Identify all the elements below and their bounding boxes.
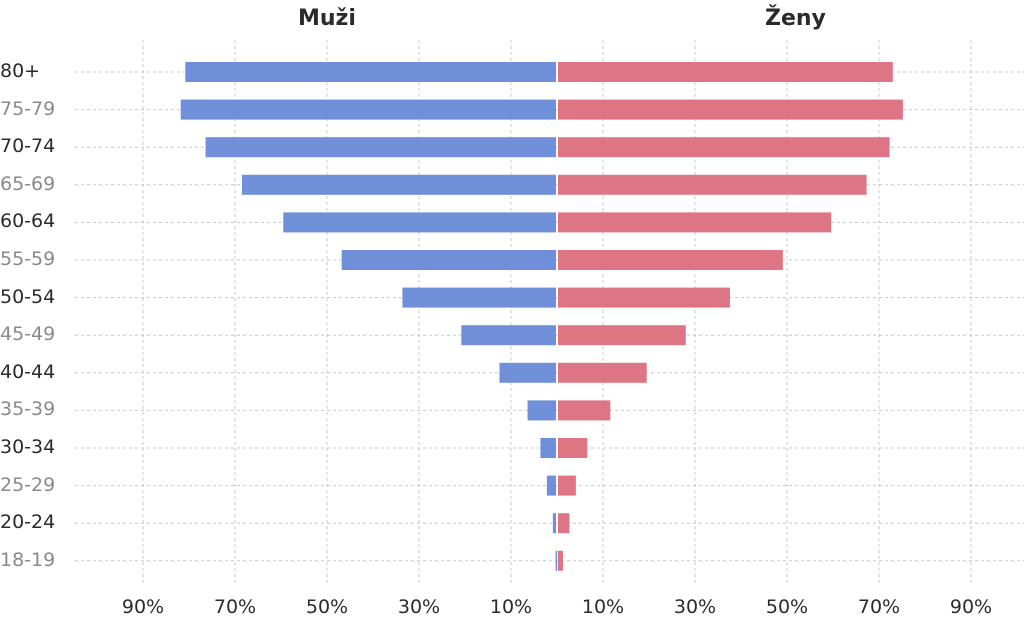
bar-women-35-39 xyxy=(558,400,611,421)
bar-women-60-64 xyxy=(558,212,832,233)
bar-men-60-64 xyxy=(283,212,556,233)
bar-men-30-34 xyxy=(540,438,556,458)
bar-women-20-24 xyxy=(558,513,570,534)
bar-men-75-79 xyxy=(180,99,556,120)
bar-women-18-19 xyxy=(558,550,563,571)
y-tick-label: 20-24 xyxy=(0,511,56,534)
y-tick-label: 55-59 xyxy=(0,248,56,270)
grid-lines xyxy=(75,40,1024,585)
y-tick-label: 80+ xyxy=(0,60,41,82)
x-tick-label: 10% xyxy=(489,596,533,618)
x-tick-label: 90% xyxy=(949,596,993,618)
x-tick-label: 10% xyxy=(581,596,625,618)
bar-women-55-59 xyxy=(558,250,783,270)
y-tick-label: 60-64 xyxy=(0,210,56,233)
y-tick-label: 70-74 xyxy=(0,135,56,158)
y-tick-label: 30-34 xyxy=(0,436,56,458)
bar-men-70-74 xyxy=(205,137,556,158)
bar-women-75-79 xyxy=(558,99,903,120)
bar-women-50-54 xyxy=(558,287,730,308)
bar-men-50-54 xyxy=(402,287,556,308)
y-tick-label: 25-29 xyxy=(0,473,56,496)
y-tick-label: 65-69 xyxy=(0,172,56,195)
y-tick-label: 50-54 xyxy=(0,285,56,308)
x-tick-label: 50% xyxy=(305,596,349,618)
y-tick-label: 75-79 xyxy=(0,97,56,120)
header-men: Muži xyxy=(298,6,356,31)
x-tick-label: 30% xyxy=(673,596,717,618)
bar-men-20-24 xyxy=(552,513,556,534)
header-women: Ženy xyxy=(765,6,826,31)
bar-men-65-69 xyxy=(241,174,556,195)
bars xyxy=(180,62,903,571)
bar-men-35-39 xyxy=(527,400,556,421)
bar-men-40-44 xyxy=(499,362,556,383)
bar-men-45-49 xyxy=(461,325,556,346)
x-tick-label: 70% xyxy=(213,596,257,618)
bar-men-80+ xyxy=(185,62,556,82)
bar-women-65-69 xyxy=(558,174,867,195)
bar-women-70-74 xyxy=(558,137,890,158)
bar-women-45-49 xyxy=(558,325,686,346)
bar-women-80+ xyxy=(558,62,893,82)
bar-men-25-29 xyxy=(546,475,556,496)
x-tick-label: 90% xyxy=(121,596,165,618)
y-tick-label: 40-44 xyxy=(0,360,56,383)
bar-women-40-44 xyxy=(558,362,647,383)
bar-women-30-34 xyxy=(558,438,588,458)
x-tick-label: 50% xyxy=(765,596,809,618)
bar-women-25-29 xyxy=(558,475,576,496)
y-tick-label: 35-39 xyxy=(0,398,56,421)
bar-men-18-19 xyxy=(555,550,558,571)
y-tick-label: 18-19 xyxy=(0,548,56,571)
x-tick-label: 70% xyxy=(857,596,901,618)
y-tick-label: 45-49 xyxy=(0,323,56,346)
x-tick-label: 30% xyxy=(397,596,441,618)
bar-men-55-59 xyxy=(341,250,556,270)
